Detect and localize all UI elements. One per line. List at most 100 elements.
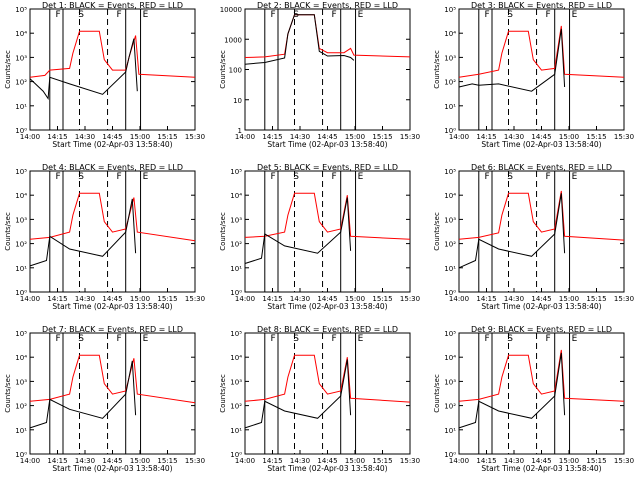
x-tick-label: 14:00 bbox=[235, 295, 255, 303]
x-axis-label: Start Time (02-Apr-03 13:58:40) bbox=[267, 140, 387, 149]
x-tick-label: 15:15 bbox=[586, 133, 606, 141]
x-tick-label: 15:00 bbox=[559, 133, 579, 141]
region-label: E bbox=[572, 172, 578, 182]
lld-series-line bbox=[458, 190, 625, 241]
x-tick-label: 14:00 bbox=[449, 133, 469, 141]
y-tick-label: 10¹ bbox=[15, 265, 27, 273]
y-tick-label: 10⁵ bbox=[230, 330, 242, 338]
region-label: F bbox=[484, 334, 489, 344]
panel-title: Det 3: BLACK = Events, RED = LLD bbox=[471, 1, 612, 10]
panel-title: Det 8: BLACK = Events, RED = LLD bbox=[257, 325, 398, 334]
y-tick-label: 10³ bbox=[444, 216, 456, 224]
events-series-line bbox=[29, 360, 137, 429]
x-tick-label: 15:00 bbox=[130, 457, 150, 465]
region-label: F bbox=[546, 334, 551, 344]
region-label: E bbox=[358, 334, 364, 344]
y-axis-label: Counts/sec bbox=[4, 374, 12, 413]
y-tick-label: 10² bbox=[444, 241, 456, 249]
x-tick-label: 14:30 bbox=[290, 295, 310, 303]
y-tick-label: 10³ bbox=[230, 378, 242, 386]
x-tick-label: 15:30 bbox=[400, 457, 420, 465]
region-label: F bbox=[117, 172, 122, 182]
x-axis-label: Start Time (02-Apr-03 13:58:40) bbox=[481, 302, 601, 311]
y-axis-label: Counts/sec bbox=[4, 50, 12, 89]
panel-title: Det 7: BLACK = Events, RED = LLD bbox=[42, 325, 183, 334]
lld-series-line bbox=[244, 192, 411, 240]
y-tick-label: 10⁴ bbox=[15, 192, 27, 200]
x-tick-label: 14:00 bbox=[20, 133, 40, 141]
x-tick-label: 15:00 bbox=[130, 295, 150, 303]
x-tick-label: 14:00 bbox=[449, 295, 469, 303]
y-tick-label: 10¹ bbox=[444, 103, 456, 111]
x-tick-label: 15:30 bbox=[614, 295, 634, 303]
region-label: S bbox=[78, 10, 84, 20]
panel-title: Det 6: BLACK = Events, RED = LLD bbox=[471, 163, 612, 172]
y-tick-label: 10⁵ bbox=[444, 168, 456, 176]
y-tick-label: 10⁰ bbox=[230, 289, 242, 297]
x-axis-label: Start Time (02-Apr-03 13:58:40) bbox=[481, 464, 601, 473]
x-tick-label: 14:15 bbox=[47, 133, 67, 141]
y-tick-label: 10⁰ bbox=[230, 451, 242, 459]
y-tick-label: 10⁰ bbox=[15, 451, 27, 459]
events-series-line bbox=[244, 359, 352, 429]
y-axis-label: Counts/sec bbox=[219, 50, 227, 89]
y-tick-label: 1000 bbox=[224, 36, 242, 44]
y-tick-label: 10⁴ bbox=[230, 192, 242, 200]
events-series-line bbox=[29, 198, 137, 267]
x-tick-label: 15:15 bbox=[157, 295, 177, 303]
y-tick-label: 100 bbox=[229, 67, 242, 75]
x-tick-label: 15:15 bbox=[157, 133, 177, 141]
x-axis-label: Start Time (02-Apr-03 13:58:40) bbox=[267, 302, 387, 311]
y-axis-label: Counts/sec bbox=[433, 374, 441, 413]
y-tick-label: 10⁵ bbox=[15, 168, 27, 176]
region-label: F bbox=[55, 334, 60, 344]
region-label: F bbox=[484, 172, 489, 182]
x-tick-label: 15:00 bbox=[559, 457, 579, 465]
lld-series-line bbox=[458, 349, 625, 402]
y-tick-label: 10⁵ bbox=[444, 6, 456, 14]
x-tick-label: 15:30 bbox=[614, 457, 634, 465]
x-tick-label: 14:45 bbox=[317, 457, 337, 465]
y-axis-label: Counts/sec bbox=[4, 212, 12, 251]
y-tick-label: 10³ bbox=[444, 378, 456, 386]
y-axis-label: Counts/sec bbox=[433, 50, 441, 89]
x-tick-label: 14:15 bbox=[262, 457, 282, 465]
x-tick-label: 15:30 bbox=[185, 295, 205, 303]
x-tick-label: 14:45 bbox=[102, 295, 122, 303]
y-tick-label: 10² bbox=[15, 79, 27, 87]
region-label: F bbox=[117, 334, 122, 344]
x-tick-label: 14:45 bbox=[317, 133, 337, 141]
x-tick-label: 14:15 bbox=[262, 133, 282, 141]
x-tick-label: 15:00 bbox=[345, 295, 365, 303]
x-tick-label: 14:30 bbox=[504, 133, 524, 141]
region-label: S bbox=[78, 334, 84, 344]
x-tick-label: 15:15 bbox=[157, 457, 177, 465]
x-tick-label: 14:00 bbox=[235, 133, 255, 141]
events-series-line bbox=[458, 193, 566, 269]
events-series-line bbox=[458, 352, 566, 429]
y-tick-label: 10⁴ bbox=[444, 192, 456, 200]
x-tick-label: 14:30 bbox=[504, 457, 524, 465]
region-label: F bbox=[270, 10, 275, 20]
x-axis-label: Start Time (02-Apr-03 13:58:40) bbox=[52, 140, 172, 149]
x-axis-label: Start Time (02-Apr-03 13:58:40) bbox=[267, 464, 387, 473]
y-tick-label: 10⁰ bbox=[15, 289, 27, 297]
panel-title: Det 2: BLACK = Events, RED = LLD bbox=[257, 1, 398, 10]
lld-series-line bbox=[29, 192, 196, 242]
x-tick-label: 14:30 bbox=[75, 133, 95, 141]
region-label: S bbox=[78, 172, 84, 182]
region-label: E bbox=[358, 10, 364, 20]
lld-series-line bbox=[244, 14, 411, 58]
y-tick-label: 10 bbox=[233, 97, 242, 105]
panel-title: Det 5: BLACK = Events, RED = LLD bbox=[257, 163, 398, 172]
y-tick-label: 10² bbox=[230, 403, 242, 411]
x-tick-label: 15:00 bbox=[130, 133, 150, 141]
